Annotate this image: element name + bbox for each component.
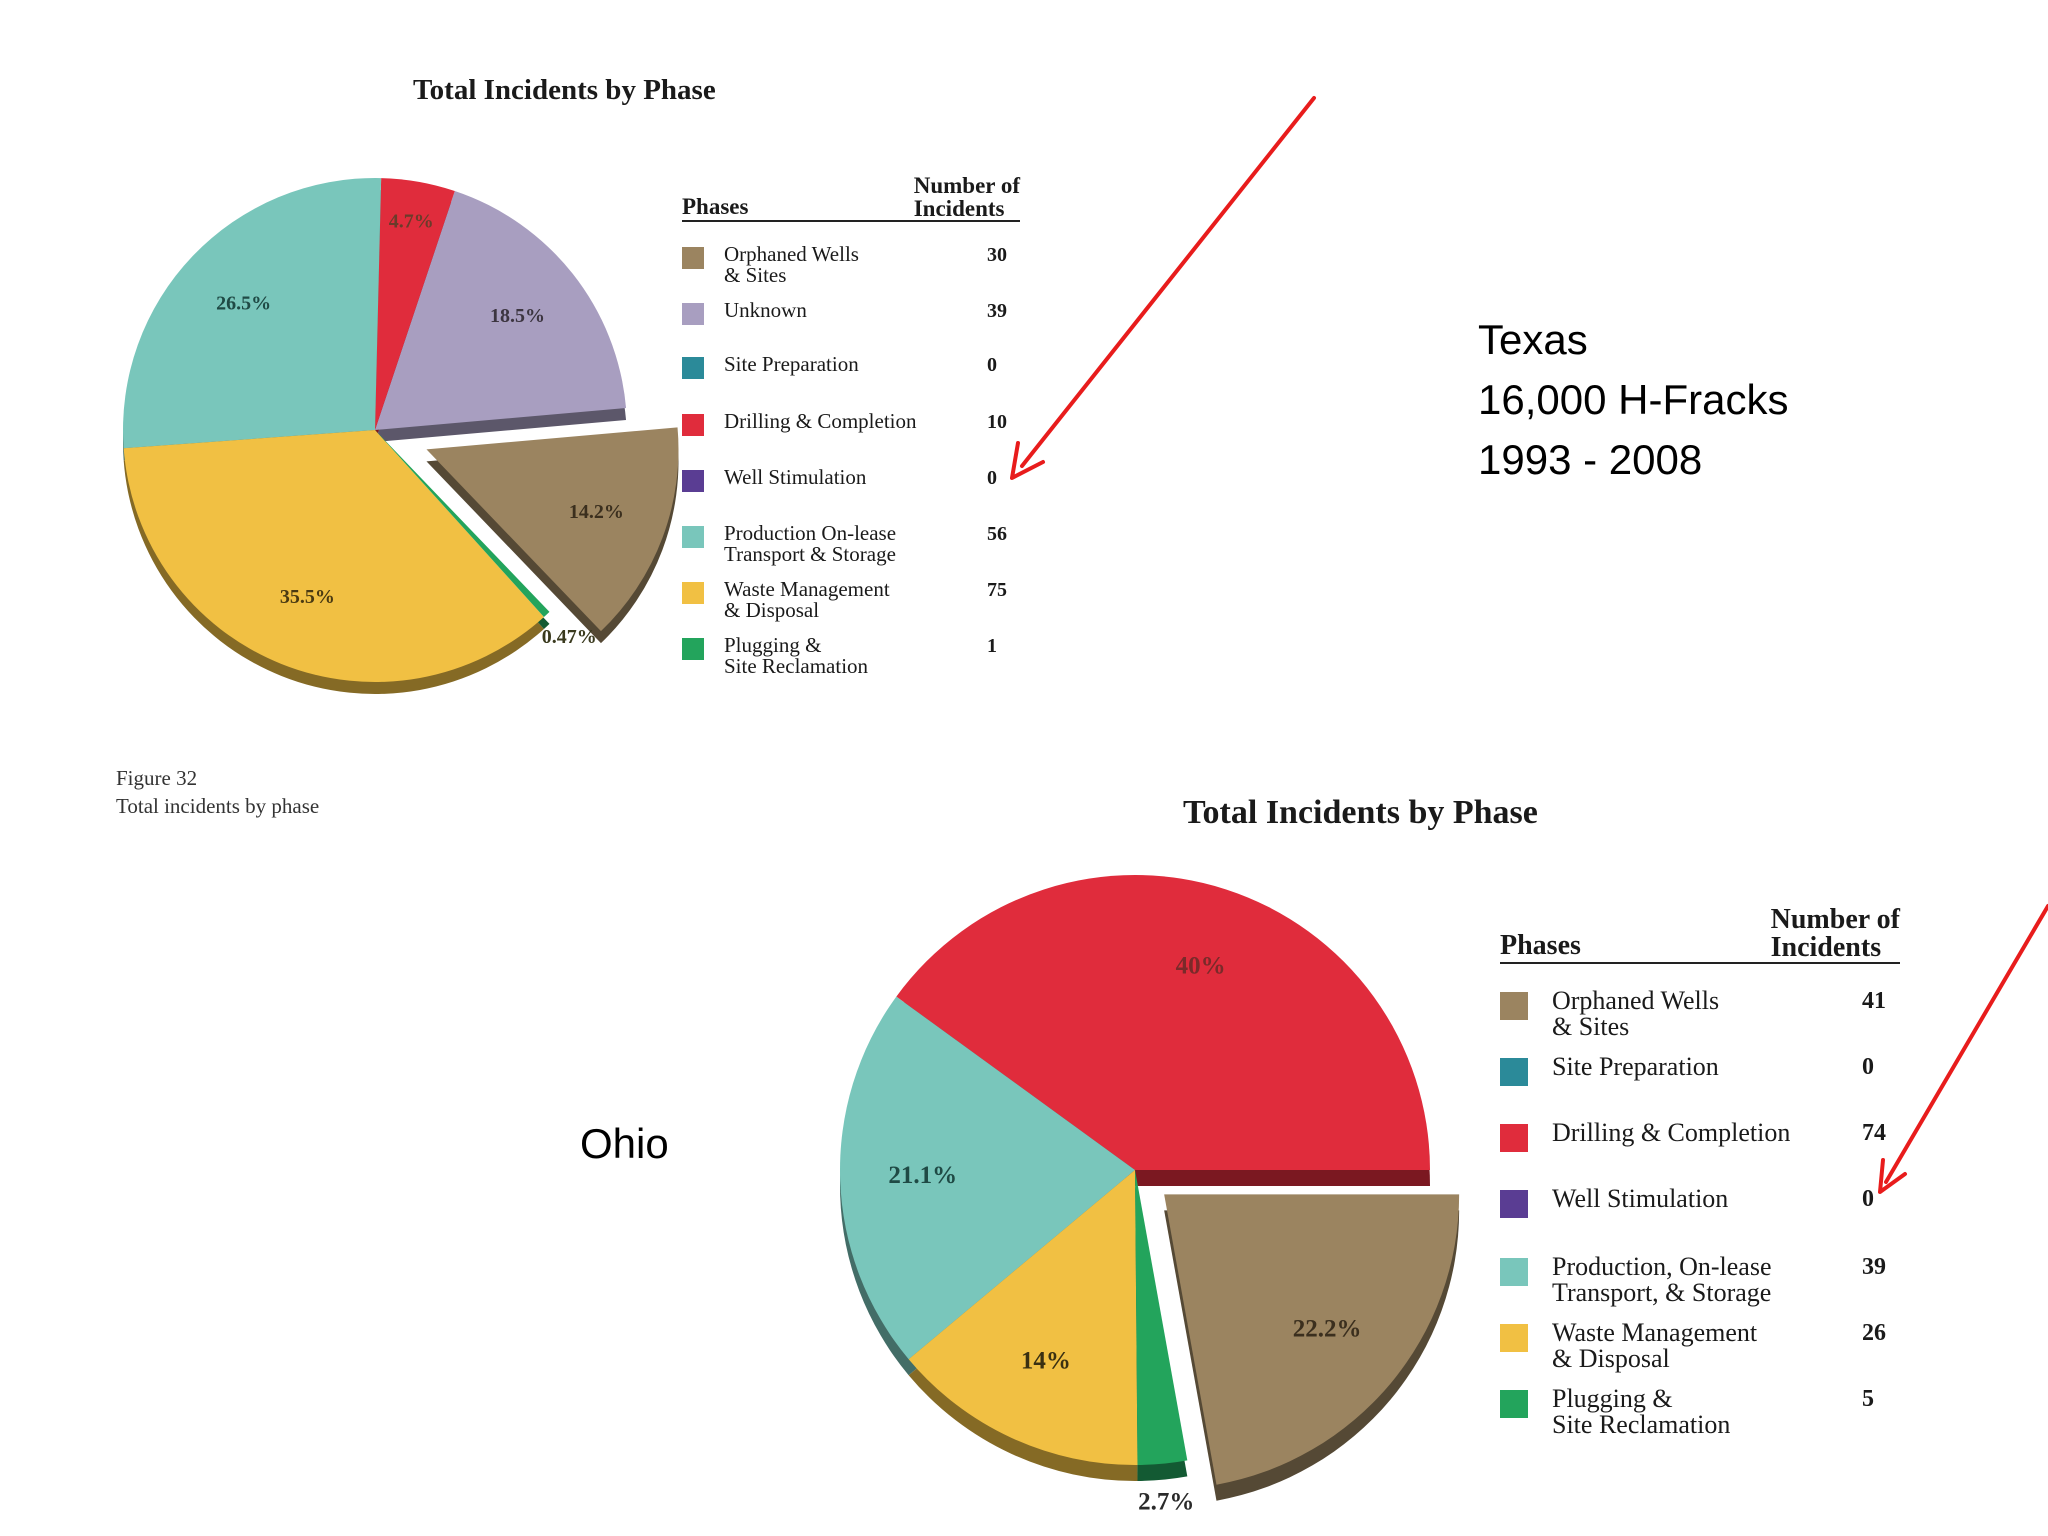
legend-value-site-prep: 0 <box>1862 1054 1874 1080</box>
pie-slice-plugging <box>1135 1170 1188 1465</box>
legend-value-orphaned: 41 <box>1862 988 1886 1014</box>
arrow-ohio-head <box>1878 1158 1907 1194</box>
figure-caption-number: Figure 32 <box>116 766 198 790</box>
pie-slice-waste <box>908 1170 1138 1465</box>
ohio-chart-title: Total Incidents by Phase <box>1183 794 1538 831</box>
pie-slice-unknown <box>375 190 627 430</box>
legend-value-site-prep: 0 <box>987 354 997 376</box>
legend-header-number: Number of Incidents <box>1770 904 1900 963</box>
pie-slice-orphaned <box>426 427 679 632</box>
legend-header-phases: Phases <box>1500 930 1581 961</box>
legend-value-waste: 26 <box>1862 1320 1886 1346</box>
legend-value-waste: 75 <box>987 579 1007 601</box>
slice-label-waste: 14% <box>1021 1348 1071 1375</box>
legend-label-waste: Waste Management & Disposal <box>724 577 890 622</box>
legend-label-site-prep: Site Preparation <box>724 352 859 376</box>
texas-legend: Phases Number of Incidents Orphaned Well… <box>682 158 1020 677</box>
texas-state-label: Texas <box>1478 316 1588 363</box>
pie-slice-plugging <box>375 430 550 617</box>
slice-label-unknown: 18.5% <box>490 305 545 327</box>
legend-swatch-plugging <box>1500 1390 1528 1418</box>
slice-label-drilling: 40% <box>1176 953 1226 980</box>
legend-swatch-orphaned <box>1500 992 1528 1020</box>
legend-label-waste: Waste Management & Disposal <box>1552 1318 1758 1373</box>
legend-value-plugging: 1 <box>987 635 997 657</box>
ohio-pie-chart: 40% 21.1% 14% 2.7% 22.2% <box>840 875 1460 1515</box>
legend-label-drilling: Drilling & Completion <box>724 409 917 433</box>
slice-label-production: 21.1% <box>888 1162 957 1189</box>
legend-swatch-unknown <box>682 303 704 325</box>
arrow-texas-head <box>1010 441 1045 480</box>
legend-swatch-site-prep <box>1500 1058 1528 1086</box>
pie-slice-orphaned <box>1164 1194 1460 1485</box>
texas-pie-chart: 18.5% 4.7% 26.5% 35.5% 0.47% 14.2% <box>123 178 679 694</box>
legend-swatch-production <box>682 526 704 548</box>
legend-swatch-drilling <box>1500 1124 1528 1152</box>
legend-swatch-waste <box>682 582 704 604</box>
figure-caption: Figure 32 Total incidents by phase <box>116 764 319 821</box>
slice-label-drilling: 4.7% <box>389 211 434 233</box>
legend-value-production: 39 <box>1862 1254 1886 1280</box>
legend-swatch-plugging <box>682 638 704 660</box>
legend-swatch-drilling <box>682 414 704 436</box>
legend-swatch-production <box>1500 1258 1528 1286</box>
legend-label-plugging: Plugging & Site Reclamation <box>724 633 869 678</box>
legend-swatch-waste <box>1500 1324 1528 1352</box>
texas-legend-header: Phases Number of Incidents <box>682 158 1020 222</box>
legend-value-production: 56 <box>987 523 1007 545</box>
texas-chart-title: Total Incidents by Phase <box>413 74 716 106</box>
pie-slice-drilling <box>375 178 455 430</box>
slice-label-plugging: 2.7% <box>1138 1488 1194 1515</box>
legend-value-plugging: 5 <box>1862 1386 1874 1412</box>
ohio-label: Ohio <box>580 1120 669 1167</box>
legend-header-number: Number of Incidents <box>913 173 1020 221</box>
pie-slice-production <box>840 996 1135 1360</box>
legend-swatch-stimulation <box>1500 1190 1528 1218</box>
texas-years-label: 1993 - 2008 <box>1478 436 1703 483</box>
ohio-legend-header: Phases Number of Incidents <box>1500 890 1900 964</box>
legend-value-stimulation: 0 <box>1862 1186 1874 1212</box>
slice-label-plugging: 0.47% <box>542 626 597 648</box>
slice-label-waste: 35.5% <box>280 586 335 608</box>
legend-label-production: Production, On-lease Transport, & Storag… <box>1552 1252 1772 1307</box>
legend-header-phases: Phases <box>682 194 749 219</box>
legend-swatch-site-prep <box>682 357 704 379</box>
pie-slice-waste <box>123 430 544 683</box>
legend-label-drilling: Drilling & Completion <box>1552 1118 1791 1147</box>
legend-swatch-orphaned <box>682 247 704 269</box>
pie-slice-production <box>123 178 382 449</box>
legend-label-production: Production On-lease Transport & Storage <box>724 521 897 566</box>
legend-label-stimulation: Well Stimulation <box>1552 1184 1729 1213</box>
pie-slice-drilling <box>896 875 1430 1170</box>
legend-label-unknown: Unknown <box>724 298 807 322</box>
legend-label-site-prep: Site Preparation <box>1552 1052 1719 1081</box>
legend-label-orphaned: Orphaned Wells & Sites <box>724 242 859 287</box>
slice-label-orphaned: 14.2% <box>569 501 624 523</box>
texas-info: Texas 16,000 H-Fracks 1993 - 2008 <box>1478 310 1788 490</box>
legend-value-orphaned: 30 <box>987 244 1007 266</box>
slice-label-production: 26.5% <box>216 292 271 314</box>
legend-value-drilling: 10 <box>987 411 1007 433</box>
legend-label-stimulation: Well Stimulation <box>724 465 867 489</box>
ohio-legend: Phases Number of Incidents Orphaned Well… <box>1500 890 1900 1438</box>
legend-value-stimulation: 0 <box>987 467 997 489</box>
figure-caption-text: Total incidents by phase <box>116 794 320 819</box>
legend-value-drilling: 74 <box>1862 1120 1886 1146</box>
arrow-texas-line <box>1020 96 1316 468</box>
legend-label-plugging: Plugging & Site Reclamation <box>1552 1384 1731 1439</box>
legend-swatch-stimulation <box>682 470 704 492</box>
arrow-ohio-line <box>1884 904 2048 1184</box>
texas-fracks-label: 16,000 H-Fracks <box>1478 376 1789 423</box>
legend-label-orphaned: Orphaned Wells & Sites <box>1552 986 1720 1041</box>
legend-value-unknown: 39 <box>987 300 1007 322</box>
slice-label-orphaned: 22.2% <box>1293 1315 1362 1342</box>
